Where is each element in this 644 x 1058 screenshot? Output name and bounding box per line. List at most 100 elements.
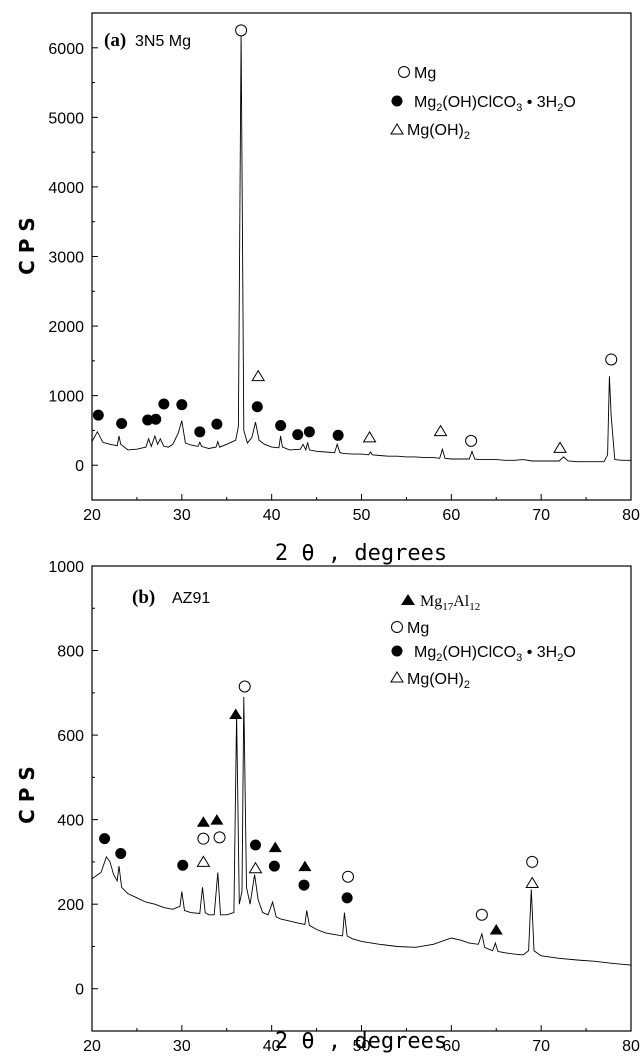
legend-a-open-circle-icon	[398, 66, 410, 78]
phase-marker-open-circle-b-7	[213, 831, 226, 844]
legend-b-filled-circle-icon	[391, 645, 403, 657]
phase-marker-open-triangle-b-21	[525, 876, 540, 889]
phase-marker-filled-triangle-b-3	[268, 841, 282, 853]
phase-marker-filled-triangle-b-2	[229, 708, 243, 719]
phase-marker-open-circle-b-10	[475, 908, 488, 921]
x-tick-label-a-40: 40	[263, 507, 281, 524]
phase-marker-filled-circle-a-9	[194, 426, 206, 438]
xrd-pattern-line-a-0	[91, 33, 631, 463]
phase-marker-filled-triangle-b-1	[210, 814, 224, 825]
phase-marker-open-triangle-a-16	[251, 369, 266, 382]
phase-marker-filled-triangle-b-4	[298, 860, 312, 872]
panel-a-tag: (a)	[104, 30, 126, 51]
legend-b-item-3: Mg(OH)2	[407, 671, 470, 691]
y-tick-label-a-0: 0	[75, 458, 84, 475]
y-tick-label-a-6000: 6000	[48, 41, 84, 58]
xrd-pattern-line-b-0	[91, 696, 632, 966]
x-tick-label-b-60: 60	[442, 1038, 460, 1055]
x-tick-label-b-20: 20	[83, 1038, 101, 1055]
panel-a-x-axis-title: 2 θ , degrees	[275, 541, 447, 566]
y-tick-label-a-4000: 4000	[48, 180, 84, 197]
phase-marker-open-triangle-a-17	[362, 430, 377, 443]
phase-marker-filled-circle-b-12	[99, 833, 111, 845]
x-tick-label-a-60: 60	[442, 507, 460, 524]
legend-a-filled-circle-icon	[391, 95, 403, 107]
x-tick-label-b-30: 30	[173, 1038, 191, 1055]
y-tick-label-b-400: 400	[57, 813, 84, 830]
y-tick-label-b-1000: 1000	[48, 559, 84, 576]
panel-a-name: 3N5 Mg	[135, 33, 191, 50]
y-tick-label-a-5000: 5000	[48, 110, 84, 127]
phase-marker-filled-circle-a-5	[142, 414, 154, 426]
legend-b-item-2: Mg2(OH)ClCO3 • 3H2O	[414, 644, 576, 664]
phase-marker-open-circle-a-2	[605, 353, 618, 366]
x-tick-label-a-30: 30	[173, 507, 191, 524]
phase-marker-filled-circle-b-13	[115, 847, 127, 859]
phase-marker-filled-triangle-b-5	[489, 924, 503, 935]
phase-marker-open-circle-b-9	[342, 870, 355, 883]
y-tick-label-b-600: 600	[57, 728, 84, 745]
phase-marker-open-circle-a-1	[465, 434, 478, 447]
phase-marker-open-triangle-a-18	[433, 424, 448, 437]
phase-marker-filled-circle-a-13	[292, 429, 304, 441]
phase-marker-open-triangle-b-19	[196, 855, 211, 867]
phase-marker-open-circle-a-0	[235, 24, 248, 37]
x-tick-label-b-70: 70	[532, 1038, 550, 1055]
x-tick-label-b-80: 80	[622, 1038, 640, 1055]
phase-marker-filled-circle-b-17	[298, 879, 310, 891]
phase-marker-filled-circle-a-15	[332, 429, 344, 441]
phase-marker-open-circle-b-6	[197, 832, 210, 845]
panel-b-x-axis-title: 2 θ , degrees	[275, 1029, 447, 1054]
panel-a-y-axis-title: C P S	[15, 217, 39, 275]
panel-a-legend: Mg Mg2(OH)ClCO3 • 3H2O Mg(OH)2	[390, 65, 576, 142]
panel-a-frame	[91, 12, 632, 501]
phase-marker-filled-circle-a-4	[116, 417, 128, 429]
phase-marker-filled-circle-b-16	[268, 860, 280, 872]
panel-b-frame	[91, 565, 632, 1032]
legend-a-open-triangle-icon	[390, 123, 404, 135]
phase-marker-filled-circle-a-11	[251, 401, 263, 413]
phase-marker-filled-triangle-b-0	[196, 816, 210, 827]
phase-marker-filled-circle-a-8	[176, 399, 188, 411]
x-tick-label-a-80: 80	[622, 507, 640, 524]
panel-a-chart: 20 30 40 50 60 70 800100020003000400050006000 …	[15, 12, 640, 566]
x-tick-label-a-20: 20	[83, 507, 101, 524]
legend-a-item-1: Mg2(OH)ClCO3 • 3H2O	[414, 94, 576, 114]
phase-marker-open-triangle-b-20	[248, 861, 263, 874]
phase-marker-filled-circle-b-14	[177, 859, 189, 871]
legend-b-item-0: Mg17Al12	[420, 593, 480, 613]
legend-b-open-triangle-icon	[390, 671, 404, 683]
phase-marker-filled-circle-a-14	[303, 426, 315, 438]
x-tick-label-a-50: 50	[353, 507, 371, 524]
legend-b-item-1: Mg	[407, 620, 429, 637]
y-tick-label-b-200: 200	[57, 897, 84, 914]
y-tick-label-a-1000: 1000	[48, 389, 84, 406]
x-tick-label-b-40: 40	[263, 1038, 281, 1055]
legend-a-item-2: Mg(OH)2	[407, 122, 470, 142]
phase-marker-filled-circle-a-12	[275, 420, 287, 432]
phase-marker-open-circle-b-8	[238, 680, 251, 693]
phase-marker-filled-circle-a-10	[211, 418, 223, 430]
panel-b-legend: Mg17Al12 Mg Mg2(OH)ClCO3 • 3H2O Mg(OH)2	[390, 593, 576, 691]
y-tick-label-b-800: 800	[57, 644, 84, 661]
phase-marker-open-circle-b-11	[526, 855, 539, 868]
x-tick-label-b-50: 50	[353, 1038, 371, 1055]
x-tick-label-a-70: 70	[532, 507, 550, 524]
legend-b-open-circle-icon	[391, 621, 403, 633]
phase-marker-filled-circle-b-18	[341, 892, 353, 904]
phase-marker-filled-circle-a-6	[150, 413, 162, 425]
panel-b-name: AZ91	[172, 590, 210, 607]
panel-b-y-axis-title: C P S	[15, 766, 39, 824]
y-tick-label-a-3000: 3000	[48, 250, 84, 267]
phase-marker-filled-circle-b-15	[249, 839, 261, 851]
phase-marker-filled-circle-a-3	[92, 409, 104, 421]
phase-marker-filled-circle-a-7	[158, 398, 170, 410]
panel-b-tag: (b)	[132, 587, 155, 608]
y-tick-label-b-0: 0	[75, 982, 84, 999]
legend-a-item-0: Mg	[414, 65, 436, 82]
phase-marker-open-triangle-a-19	[553, 441, 567, 453]
legend-b-filled-triangle-icon	[401, 594, 415, 605]
y-tick-label-a-2000: 2000	[48, 319, 84, 336]
